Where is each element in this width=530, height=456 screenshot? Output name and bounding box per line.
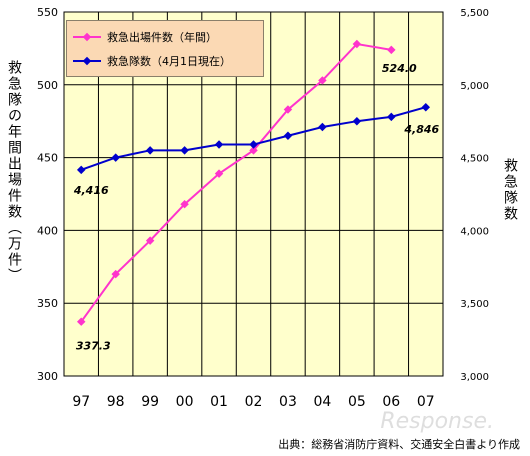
y-axis-label-right: 救急隊数 xyxy=(502,158,518,222)
data-label: 524.0 xyxy=(382,62,417,75)
data-point-1 xyxy=(387,112,396,122)
data-point-1 xyxy=(76,165,86,175)
x-tick-label: 04 xyxy=(313,394,331,410)
right-tick-label: 4,000 xyxy=(460,226,489,237)
x-tick-label: 03 xyxy=(279,394,297,410)
data-point-1 xyxy=(283,131,293,141)
source-note: 出典：総務省消防庁資料、交通安全白書より作成 xyxy=(278,438,520,451)
x-tick-label: 99 xyxy=(141,394,159,410)
data-label: 4,846 xyxy=(403,123,439,136)
right-tick-label: 4,500 xyxy=(460,154,489,165)
data-point-0 xyxy=(318,76,327,85)
x-tick-label: 98 xyxy=(107,394,125,410)
x-tick-label: 97 xyxy=(72,394,90,410)
data-point-0 xyxy=(249,146,258,155)
data-point-1 xyxy=(214,140,224,149)
left-tick-label: 300 xyxy=(37,370,58,383)
data-label: 4,416 xyxy=(73,184,109,197)
right-tick-label: 3,000 xyxy=(460,372,489,383)
data-label: 337.3 xyxy=(76,340,111,353)
left-tick-label: 550 xyxy=(37,6,58,19)
data-point-1 xyxy=(352,116,362,126)
left-tick-label: 350 xyxy=(37,297,58,310)
x-tick-label: 07 xyxy=(417,394,435,410)
data-point-0 xyxy=(111,269,120,279)
left-tick-label: 500 xyxy=(37,79,58,92)
legend-item-dispatch: 救急出場件数（年間） xyxy=(73,27,217,47)
legend-label-units: 救急隊数（4月1日現在） xyxy=(107,55,231,68)
x-tick-label: 02 xyxy=(245,394,263,410)
data-point-1 xyxy=(180,146,189,155)
series-line-0 xyxy=(80,42,392,323)
left-axis-ticks: 300 350 400 450 500 550 xyxy=(37,6,58,383)
y-axis-label-left: 救急隊の年間出場件数（万件） xyxy=(6,60,22,284)
legend-item-units: 救急隊数（4月1日現在） xyxy=(73,51,231,71)
right-tick-label: 3,500 xyxy=(460,299,489,310)
legend-marker-pink xyxy=(73,32,101,42)
plot-border xyxy=(63,11,444,377)
x-tick-label: 00 xyxy=(176,394,194,410)
data-point-1 xyxy=(421,102,431,112)
data-point-1 xyxy=(145,146,155,155)
x-tick-label: 01 xyxy=(210,394,228,410)
legend: 救急出場件数（年間） 救急隊数（4月1日現在） xyxy=(66,20,264,77)
right-tick-label: 5,500 xyxy=(460,8,489,19)
legend-marker-blue xyxy=(73,56,101,66)
data-point-0 xyxy=(387,45,396,55)
left-tick-label: 400 xyxy=(37,224,58,237)
x-tick-label: 06 xyxy=(382,394,400,410)
right-tick-label: 5,000 xyxy=(460,81,489,92)
x-axis-ticks: 97 98 99 00 01 02 03 04 05 06 07 xyxy=(72,394,434,410)
data-point-0 xyxy=(214,169,224,178)
legend-label-dispatch: 救急出場件数（年間） xyxy=(107,31,217,44)
data-point-1 xyxy=(249,140,258,149)
data-point-1 xyxy=(318,122,327,132)
data-point-1 xyxy=(111,153,120,162)
watermark: Response. xyxy=(380,409,494,434)
right-axis-ticks: 3,000 3,500 4,000 4,500 5,000 5,500 xyxy=(460,8,489,383)
x-tick-label: 05 xyxy=(348,394,366,410)
series-lines xyxy=(76,39,431,326)
left-tick-label: 450 xyxy=(37,152,58,165)
data-point-0 xyxy=(283,105,293,114)
data-point-0 xyxy=(145,236,155,245)
data-labels: 337.3 524.0 4,416 4,846 xyxy=(73,62,440,353)
data-point-0 xyxy=(76,317,86,326)
data-point-0 xyxy=(352,39,362,49)
data-point-0 xyxy=(180,199,189,209)
